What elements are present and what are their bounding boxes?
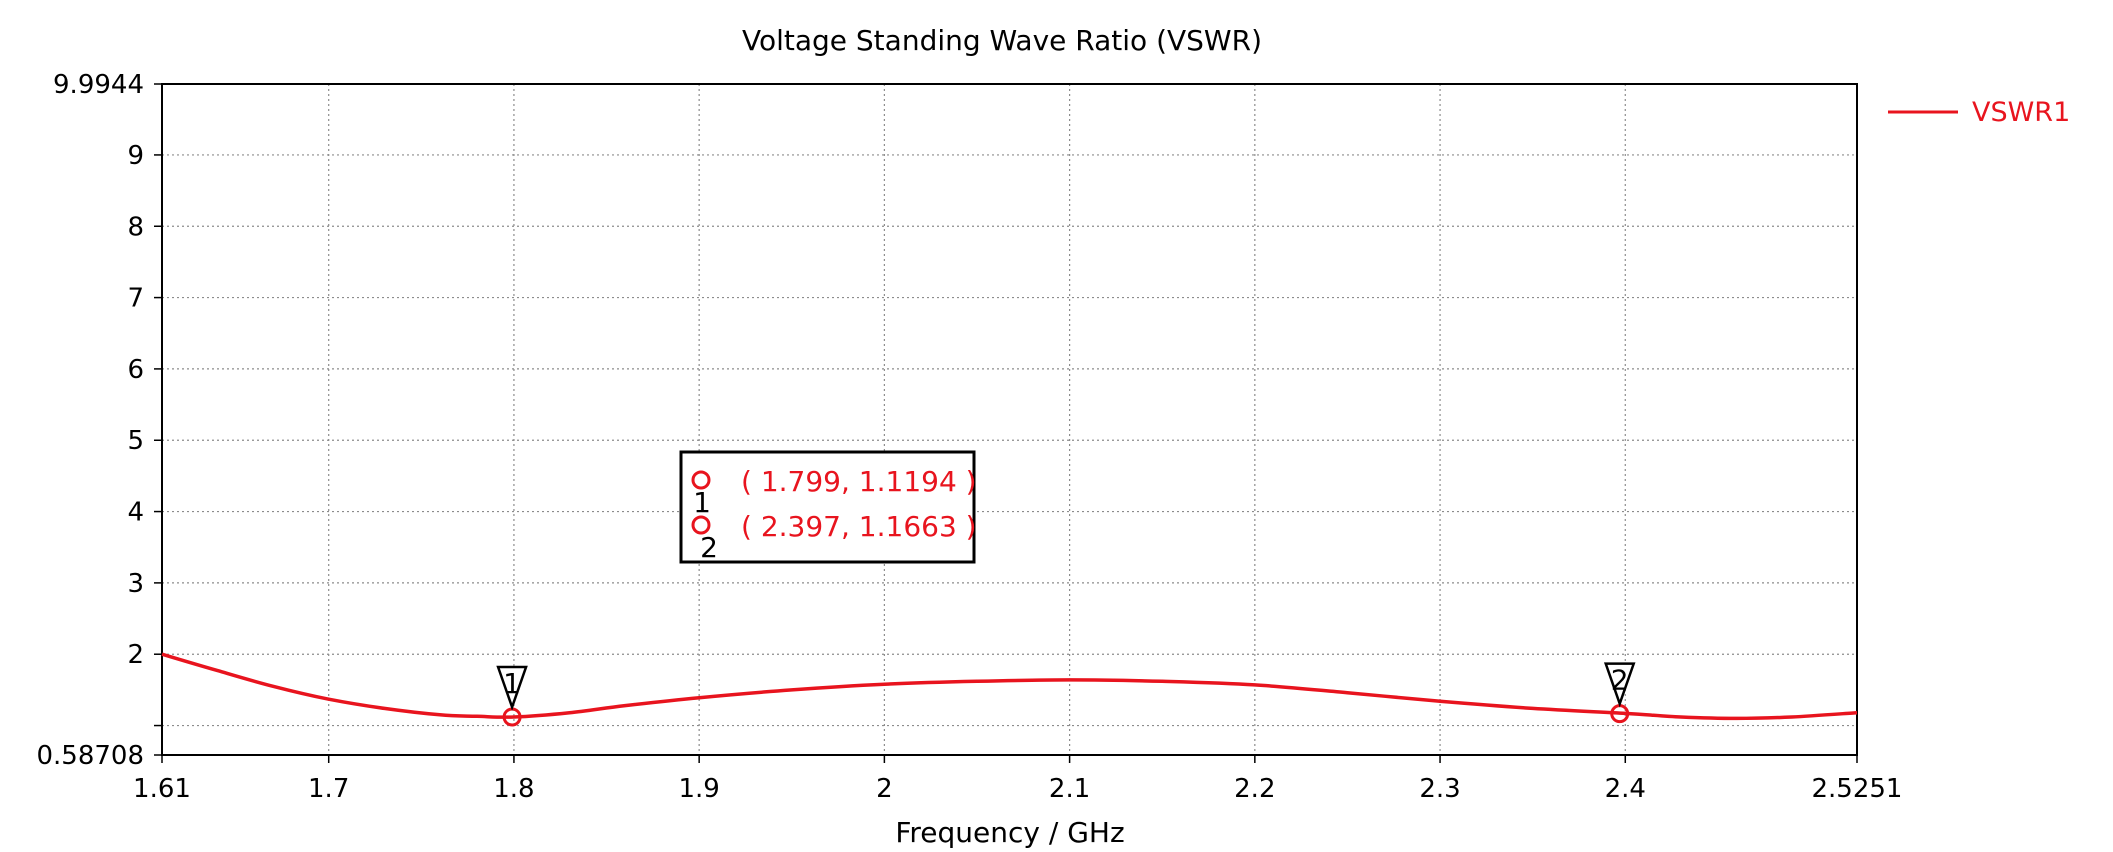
readout-marker-2-value: ( 2.397, 1.1663 ) bbox=[741, 510, 977, 543]
y-tick-label: 5 bbox=[127, 426, 144, 456]
marker-1-flag-label: 1 bbox=[503, 667, 521, 700]
chart-title: Voltage Standing Wave Ratio (VSWR) bbox=[742, 24, 1262, 57]
readout-marker-1-value: ( 1.799, 1.1194 ) bbox=[741, 465, 977, 498]
y-tick-label: 3 bbox=[127, 569, 144, 599]
grid-lines bbox=[162, 84, 1857, 755]
series-layer bbox=[161, 652, 1858, 721]
plot-frame bbox=[161, 83, 1858, 756]
marker-2-flag-icon bbox=[1603, 662, 1636, 708]
readout-marker-2-id: 2 bbox=[700, 531, 718, 564]
readout-marker-1-icon bbox=[691, 470, 711, 490]
y-tick-label: 9 bbox=[127, 141, 144, 171]
x-tick-label: 2.4 bbox=[1605, 774, 1646, 804]
y-tick-label: 2 bbox=[127, 640, 144, 670]
x-tick-label: 2.5251 bbox=[1812, 774, 1903, 804]
x-tick-label: 1.7 bbox=[308, 774, 349, 804]
x-tick-label: 1.61 bbox=[133, 774, 191, 804]
legend-label-vswr1: VSWR1 bbox=[1972, 97, 2070, 128]
series-line-vswr1 bbox=[161, 652, 1858, 721]
x-tick-label: 2.1 bbox=[1049, 774, 1090, 804]
y-tick-label: 9.9944 bbox=[53, 70, 144, 100]
readout-marker-2-icon bbox=[691, 515, 711, 535]
y-axis-ticks: 0.58708 2 3 4 5 6 7 8 9 9.9944 bbox=[36, 70, 162, 771]
readout-marker-1-id: 1 bbox=[693, 486, 711, 519]
y-tick-label: 6 bbox=[127, 355, 144, 385]
x-axis-ticks: 1.61 1.7 1.8 1.9 2 2.1 2.2 2.3 2.4 2.5251 bbox=[133, 755, 1902, 804]
x-tick-label: 2.2 bbox=[1234, 774, 1275, 804]
marker-1-flag-icon bbox=[496, 665, 528, 711]
legend: VSWR1 bbox=[1888, 97, 2070, 128]
x-tick-label: 1.9 bbox=[678, 774, 719, 804]
x-tick-label: 2 bbox=[876, 774, 893, 804]
x-tick-label: 1.8 bbox=[493, 774, 534, 804]
marker-2-flag-label: 2 bbox=[1611, 664, 1629, 697]
x-axis-label: Frequency / GHz bbox=[895, 816, 1124, 849]
y-tick-label: 4 bbox=[127, 498, 144, 528]
x-tick-label: 2.3 bbox=[1419, 774, 1460, 804]
marker-readout-box: 1 ( 1.799, 1.1194 ) 2 ( 2.397, 1.1663 ) bbox=[679, 450, 977, 564]
y-tick-label: 7 bbox=[127, 284, 144, 314]
y-tick-label: 8 bbox=[127, 212, 144, 242]
y-tick-label: 0.58708 bbox=[36, 741, 144, 771]
